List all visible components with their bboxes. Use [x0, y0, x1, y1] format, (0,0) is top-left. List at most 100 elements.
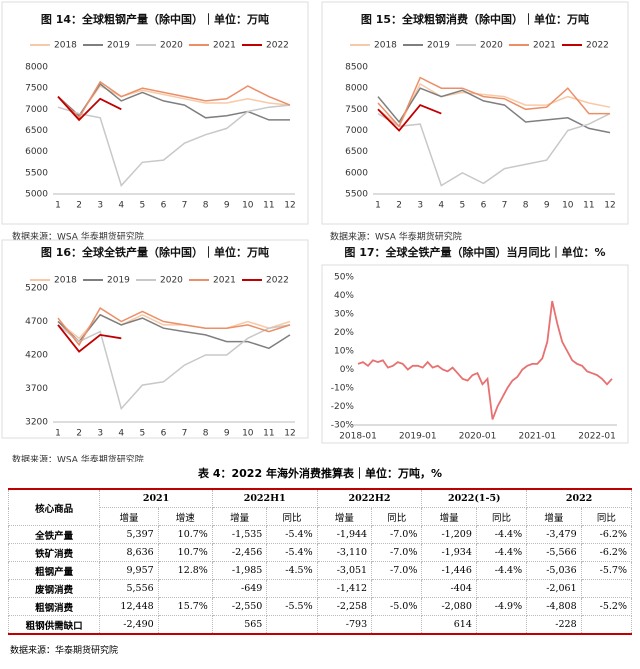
x-tick-label: 9: [544, 201, 550, 211]
num: 12,448: [99, 597, 159, 616]
y-tick-label: 0%: [340, 365, 355, 375]
series-line: [57, 324, 291, 411]
sub: 同比: [371, 507, 423, 526]
y-tick-label: 8000: [345, 84, 368, 94]
lab: 粗钢消费: [7, 597, 101, 616]
grp: 2021: [99, 488, 213, 508]
num: -5,566: [526, 543, 582, 562]
y-tick-label: 20%: [334, 328, 354, 338]
num: 5,397: [99, 525, 159, 544]
source: 数据来源：WSA 华泰期货研究院: [12, 454, 144, 463]
y-tick-label: 5200: [25, 284, 48, 294]
x-tick-label: 2022-01: [578, 432, 616, 442]
x-tick-label: 9: [224, 201, 230, 211]
sub: 增量: [316, 507, 373, 526]
num: 614: [421, 615, 477, 635]
num: [157, 615, 213, 635]
legend-label: 2019: [427, 41, 450, 51]
panel-border: [321, 264, 629, 444]
x-tick-label: 4: [438, 201, 444, 211]
num: 12.8%: [157, 561, 213, 580]
x-tick-label: 8: [203, 201, 209, 211]
y-tick-label: 6000: [25, 147, 48, 157]
legend-label: 2022: [586, 41, 609, 51]
x-tick-label: 7: [182, 201, 188, 211]
legend-label: 2018: [54, 41, 77, 51]
num: -4.4%: [475, 561, 528, 580]
num: -1,934: [421, 543, 477, 562]
series-line: [377, 87, 611, 134]
num: [475, 579, 528, 598]
sub: 同比: [475, 507, 528, 526]
y-tick-label: 8500: [345, 63, 368, 73]
sub: 增量: [421, 507, 477, 526]
num: -5.7%: [580, 561, 633, 580]
x-tick-label: 2: [396, 201, 402, 211]
num: -4.4%: [475, 525, 528, 544]
table-row: 增量 增速 增量 同比 增量 同比 增量 同比 增量 同比: [9, 507, 633, 526]
legend-label: 2018: [54, 276, 77, 286]
num: -5.4%: [266, 525, 318, 544]
num: 565: [211, 615, 268, 635]
chart-title: 图 14：全球粗钢产量（除中国）｜单位：万吨: [41, 12, 269, 26]
legend-label: 2019: [107, 276, 130, 286]
legend-label: 2020: [480, 41, 503, 51]
x-tick-label: 5: [459, 201, 465, 211]
num: -7.0%: [371, 561, 423, 580]
num: -649: [211, 579, 268, 598]
table-row: 铁矿消费 8,636 10.7% -2,456 -5.4% -3,110 -7.0% -1,9…: [7, 543, 633, 562]
num: 9,957: [99, 561, 159, 580]
x-tick-label: 9: [224, 429, 230, 439]
series-line: [377, 112, 611, 187]
x-tick-label: 12: [284, 429, 295, 439]
y-tick-label: 7000: [25, 105, 48, 115]
num: -6.2%: [580, 525, 633, 544]
x-tick-label: 4: [118, 201, 124, 211]
x-tick-label: 3: [97, 201, 103, 211]
lab: 废钢消费: [7, 579, 101, 598]
table-source: 数据来源：华泰期货研究院: [10, 646, 119, 656]
lab: 全铁产量: [7, 525, 101, 544]
x-tick-label: 8: [523, 201, 529, 211]
x-tick-label: 12: [284, 201, 295, 211]
panel-border: [321, 1, 629, 225]
sub: 增量: [99, 507, 159, 526]
y-tick-label: 7000: [345, 126, 368, 136]
legend-label: 2021: [213, 41, 236, 51]
table-title: 表 4：2022 年海外消费推算表｜单位：万吨，%: [198, 467, 442, 480]
legend-label: 2020: [160, 41, 183, 51]
sub: 增速: [157, 507, 213, 526]
x-tick-label: 11: [263, 429, 274, 439]
x-tick-label: 6: [161, 429, 167, 439]
y-tick-label: -20%: [331, 402, 355, 412]
y-tick-label: 4700: [25, 317, 48, 327]
num: -3,051: [316, 561, 373, 580]
chart-title: 图 15：全球粗钢消费（除中国）｜单位：万吨: [361, 12, 589, 26]
y-tick-label: -30%: [331, 421, 355, 431]
x-tick-label: 5: [139, 429, 145, 439]
x-tick-label: 2021-01: [518, 432, 556, 442]
num: -4,808: [526, 597, 582, 616]
y-tick-label: 50%: [334, 273, 354, 283]
table-row: 全铁产量 5,397 10.7% -1,535 -5.4% -1,944 -7.0% -1,2…: [7, 525, 633, 544]
table-row: 粗钢产量 9,957 12.8% -1,985 -4.5% -3,051 -7.0% -1,4…: [7, 561, 633, 580]
sub: 同比: [266, 507, 318, 526]
x-tick-label: 2019-01: [399, 432, 437, 442]
corner: 核心商品: [7, 488, 101, 526]
num: [266, 579, 318, 598]
panel-border: [1, 1, 309, 225]
series-line: [57, 324, 122, 353]
source: 数据来源：WSA 华泰期货研究院: [12, 231, 144, 243]
x-tick-label: 8: [203, 429, 209, 439]
y-tick-label: 4200: [25, 351, 48, 361]
series-line: [357, 300, 613, 420]
num: -2,080: [421, 597, 477, 616]
sub: 增量: [211, 507, 268, 526]
x-tick-label: 5: [139, 201, 145, 211]
num: 5,556: [99, 579, 159, 598]
num: 10.7%: [157, 525, 213, 544]
legend-label: 2022: [266, 41, 289, 51]
x-tick-label: 1: [55, 201, 61, 211]
num: -5.5%: [266, 597, 318, 616]
source: 数据来源：WSA 华泰期货研究院: [330, 231, 462, 243]
